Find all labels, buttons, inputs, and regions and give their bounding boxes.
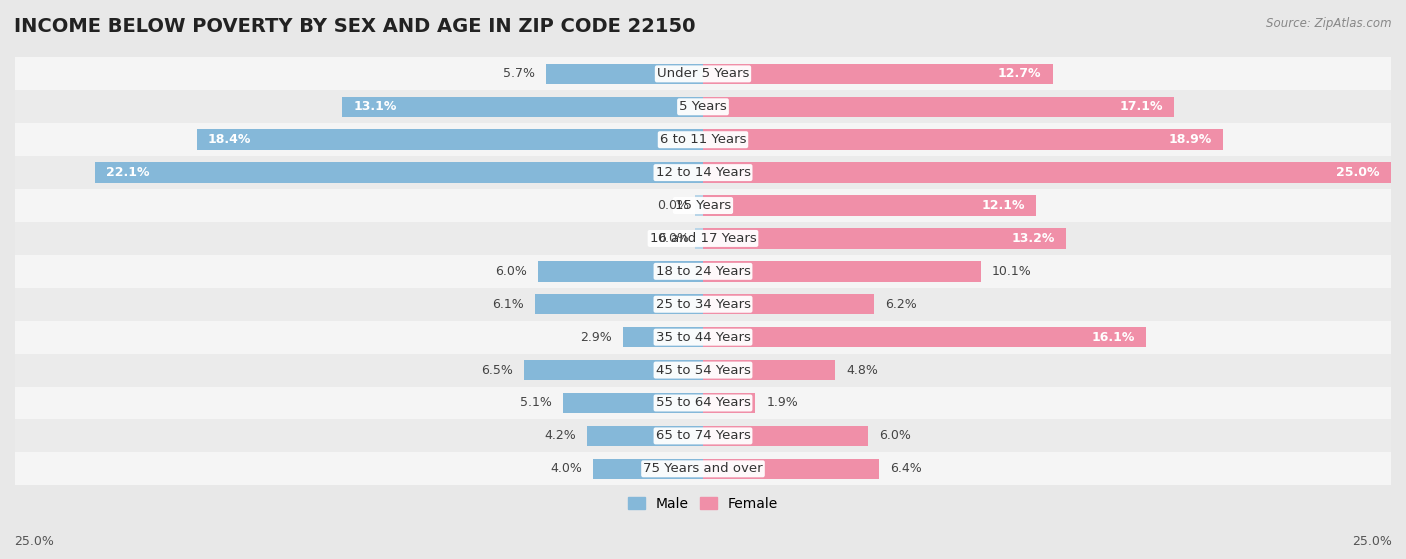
Text: 10.1%: 10.1% (993, 265, 1032, 278)
Text: 17.1%: 17.1% (1119, 100, 1163, 113)
Bar (703, 426, 868, 446)
Bar (703, 327, 1146, 347)
Bar (0, 156, 1406, 189)
Text: 18 to 24 Years: 18 to 24 Years (655, 265, 751, 278)
Text: 12.7%: 12.7% (998, 68, 1042, 80)
Text: 4.8%: 4.8% (846, 363, 877, 377)
Bar (588, 426, 703, 446)
Text: 6.4%: 6.4% (890, 462, 922, 475)
Text: 6 to 11 Years: 6 to 11 Years (659, 133, 747, 146)
Text: 6.2%: 6.2% (884, 298, 917, 311)
Text: 6.0%: 6.0% (495, 265, 527, 278)
Text: 35 to 44 Years: 35 to 44 Years (655, 331, 751, 344)
Bar (562, 393, 703, 413)
Text: 25.0%: 25.0% (1353, 535, 1392, 548)
Text: Source: ZipAtlas.com: Source: ZipAtlas.com (1267, 17, 1392, 30)
Text: 75 Years and over: 75 Years and over (643, 462, 763, 475)
Text: 25 to 34 Years: 25 to 34 Years (655, 298, 751, 311)
Text: 0.0%: 0.0% (657, 199, 689, 212)
Bar (0, 321, 1406, 354)
Bar (536, 294, 703, 315)
Text: 12.1%: 12.1% (981, 199, 1025, 212)
Bar (703, 458, 879, 479)
Legend: Male, Female: Male, Female (623, 491, 783, 517)
Bar (197, 130, 703, 150)
Bar (94, 163, 703, 183)
Text: 0.0%: 0.0% (657, 232, 689, 245)
Bar (0, 386, 1406, 419)
Bar (524, 360, 703, 380)
Bar (0, 222, 1406, 255)
Text: 25.0%: 25.0% (14, 535, 53, 548)
Text: 22.1%: 22.1% (105, 166, 149, 179)
Text: 16.1%: 16.1% (1091, 331, 1135, 344)
Text: 25.0%: 25.0% (1337, 166, 1381, 179)
Text: INCOME BELOW POVERTY BY SEX AND AGE IN ZIP CODE 22150: INCOME BELOW POVERTY BY SEX AND AGE IN Z… (14, 17, 696, 36)
Text: 5.7%: 5.7% (503, 68, 536, 80)
Bar (703, 64, 1053, 84)
Text: Under 5 Years: Under 5 Years (657, 68, 749, 80)
Bar (0, 419, 1406, 452)
Text: 45 to 54 Years: 45 to 54 Years (655, 363, 751, 377)
Bar (0, 189, 1406, 222)
Text: 2.9%: 2.9% (581, 331, 612, 344)
Bar (703, 195, 1036, 216)
Text: 65 to 74 Years: 65 to 74 Years (655, 429, 751, 442)
Bar (0, 123, 1406, 156)
Text: 4.0%: 4.0% (550, 462, 582, 475)
Bar (703, 228, 1066, 249)
Bar (703, 97, 1174, 117)
Text: 5 Years: 5 Years (679, 100, 727, 113)
Bar (538, 261, 703, 282)
Bar (546, 64, 703, 84)
Bar (703, 163, 1391, 183)
Bar (0, 91, 1406, 123)
Text: 13.1%: 13.1% (353, 100, 396, 113)
Text: 6.0%: 6.0% (879, 429, 911, 442)
Text: 6.1%: 6.1% (492, 298, 524, 311)
Text: 18.9%: 18.9% (1168, 133, 1212, 146)
Text: 5.1%: 5.1% (520, 396, 551, 410)
Bar (703, 261, 981, 282)
Bar (0, 452, 1406, 485)
Bar (703, 393, 755, 413)
Text: 16 and 17 Years: 16 and 17 Years (650, 232, 756, 245)
Bar (703, 360, 835, 380)
Text: 18.4%: 18.4% (208, 133, 252, 146)
Text: 4.2%: 4.2% (544, 429, 576, 442)
Bar (695, 195, 703, 216)
Bar (593, 458, 703, 479)
Text: 55 to 64 Years: 55 to 64 Years (655, 396, 751, 410)
Bar (343, 97, 703, 117)
Bar (0, 354, 1406, 386)
Bar (0, 288, 1406, 321)
Bar (703, 130, 1223, 150)
Text: 13.2%: 13.2% (1012, 232, 1056, 245)
Bar (0, 255, 1406, 288)
Text: 1.9%: 1.9% (766, 396, 799, 410)
Bar (703, 294, 873, 315)
Text: 15 Years: 15 Years (675, 199, 731, 212)
Bar (623, 327, 703, 347)
Bar (695, 228, 703, 249)
Text: 12 to 14 Years: 12 to 14 Years (655, 166, 751, 179)
Text: 6.5%: 6.5% (481, 363, 513, 377)
Bar (0, 58, 1406, 91)
